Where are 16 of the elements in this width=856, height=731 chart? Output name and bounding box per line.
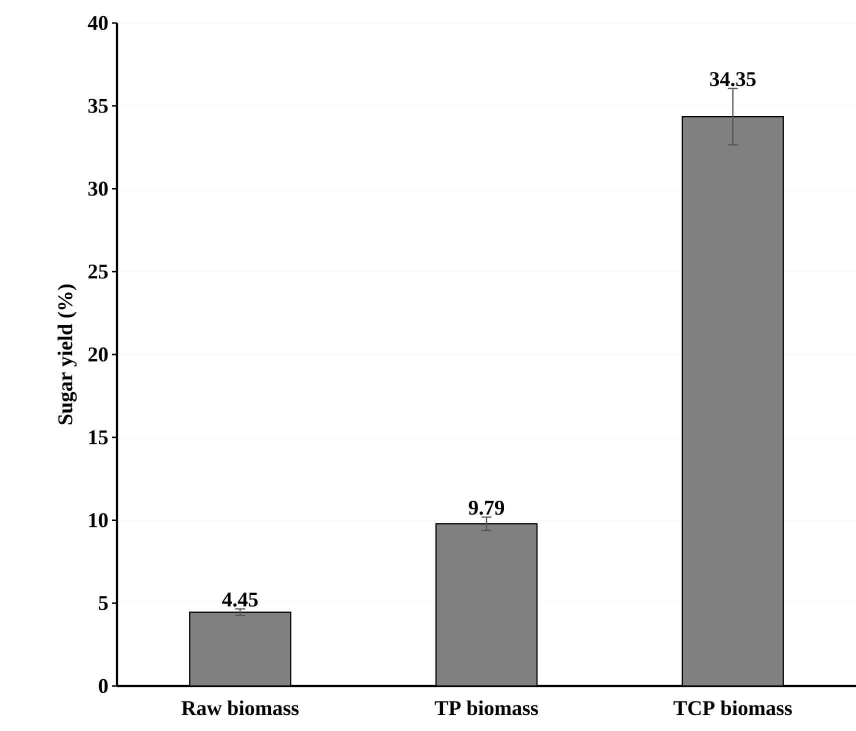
y-tick-label: 25 [88,264,108,279]
y-axis-title: Sugar yield (%) [58,284,77,424]
y-tick-label: 15 [89,430,108,444]
y-tick-label: 40 [88,16,108,30]
data-label: 4.45 [222,592,258,607]
x-tick-label: Raw biomass [182,700,299,716]
data-label: 9.79 [468,500,504,515]
y-tick-label: 5 [98,596,108,610]
x-tick-label: TCP biomass [674,700,792,716]
y-tick-label: 10 [89,513,108,528]
y-tick-label: 0 [98,678,108,694]
y-tick-label: 35 [88,98,108,113]
data-label: 34.35 [710,72,756,86]
y-tick-label: 30 [88,182,108,196]
y-tick-label: 20 [88,347,108,362]
x-tick-label: TP biomass [434,700,538,716]
